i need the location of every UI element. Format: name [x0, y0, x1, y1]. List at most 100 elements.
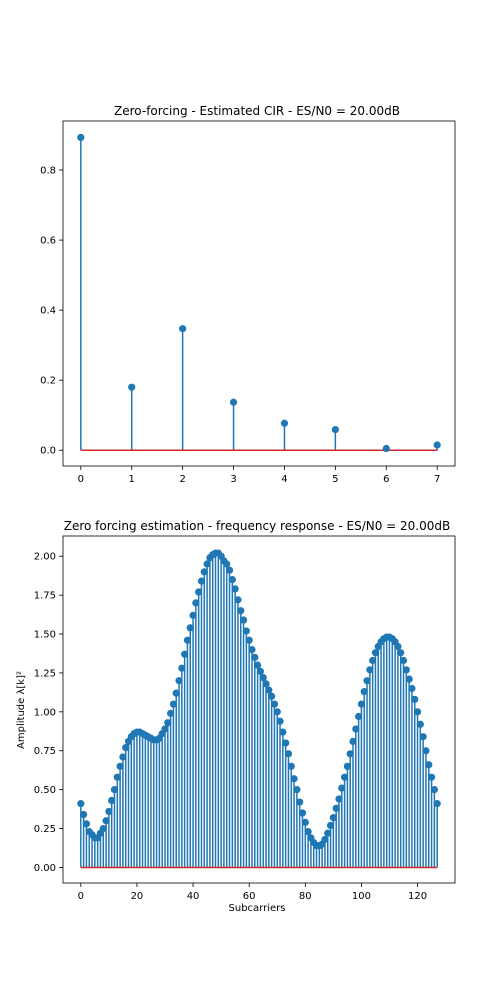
stem-marker: [253, 661, 262, 669]
x-tick-label: 80: [299, 891, 312, 902]
stem-marker: [340, 773, 349, 781]
stem-marker: [128, 383, 136, 391]
stem-marker: [119, 753, 127, 761]
stem-marker: [242, 627, 250, 635]
freq-chart-title: Zero forcing estimation - frequency resp…: [64, 519, 451, 533]
stem-marker: [113, 773, 121, 781]
stem-marker: [399, 656, 408, 665]
stem-marker: [197, 577, 206, 585]
y-tick-label: 0.0: [40, 446, 56, 457]
freq-plot-frame: [62, 535, 456, 884]
stem-marker: [105, 807, 113, 816]
stem-marker: [161, 725, 169, 733]
freq-y-axis-label: Amplitude λ[k]²: [16, 671, 27, 749]
y-tick-label: 0.75: [34, 746, 56, 757]
stem-marker: [183, 636, 192, 644]
stem-marker: [179, 325, 187, 333]
stem-marker: [110, 786, 119, 794]
x-tick-label: 20: [131, 891, 144, 902]
x-tick-label: 40: [187, 891, 200, 902]
stem-marker: [402, 666, 410, 674]
stem-marker: [273, 708, 281, 716]
stem-marker: [77, 133, 85, 142]
stem-marker: [326, 821, 335, 830]
stem-marker: [167, 709, 175, 717]
stem-marker: [371, 649, 380, 657]
stem-marker: [343, 762, 351, 770]
stem-marker: [251, 653, 259, 661]
stem-marker: [363, 677, 371, 685]
stem-marker: [231, 585, 239, 593]
stem-marker: [411, 695, 419, 703]
stem-marker: [422, 747, 430, 755]
stem-marker: [270, 700, 279, 708]
y-tick-label: 0.50: [34, 785, 56, 796]
stem-marker: [169, 700, 178, 708]
stem-marker: [416, 720, 424, 728]
x-tick-label: 0: [78, 891, 84, 902]
y-tick-label: 2.00: [34, 552, 56, 563]
stem-marker: [192, 599, 200, 607]
stem-marker: [382, 444, 390, 453]
stem-marker: [225, 566, 234, 574]
stem-marker: [366, 666, 374, 674]
stem-marker: [324, 829, 332, 837]
stem-marker: [234, 596, 242, 604]
stem-marker: [102, 817, 110, 825]
x-tick-label: 2: [179, 474, 185, 485]
frequency-response-stem-chart: Zero forcing estimation - frequency resp…: [16, 519, 456, 914]
stem-marker: [335, 795, 343, 803]
cir-plot-frame: [62, 120, 456, 467]
stem-marker: [99, 824, 107, 833]
stem-marker: [301, 818, 309, 826]
x-tick-label: 100: [352, 891, 371, 902]
stem-marker: [430, 786, 438, 794]
stem-marker: [203, 560, 211, 568]
y-tick-label: 0.6: [40, 236, 56, 247]
stem-marker: [223, 560, 231, 568]
y-tick-label: 1.00: [34, 707, 56, 718]
stem-marker: [397, 649, 405, 657]
stem-marker: [290, 775, 298, 783]
freq-x-axis-label: Subcarriers: [229, 903, 286, 914]
stem-marker: [298, 809, 307, 817]
stem-marker: [259, 674, 267, 682]
stem-marker: [408, 684, 416, 693]
x-tick-label: 6: [383, 474, 389, 485]
stem-marker: [172, 689, 180, 697]
stem-marker: [181, 650, 189, 658]
stem-marker: [186, 624, 194, 632]
stem-marker: [122, 744, 130, 752]
stem-marker: [265, 686, 273, 694]
stem-marker: [338, 784, 346, 792]
stem-marker: [296, 798, 304, 806]
stem-marker: [82, 820, 91, 828]
stem-marker: [349, 737, 357, 745]
stem-marker: [108, 796, 116, 805]
stem-marker: [293, 786, 301, 794]
stem-marker: [116, 762, 124, 770]
y-tick-label: 0.8: [40, 166, 56, 177]
stem-marker: [419, 733, 427, 741]
stem-marker: [279, 728, 287, 736]
stem-marker: [245, 636, 253, 644]
stem-marker: [256, 667, 265, 675]
stem-marker: [405, 675, 413, 683]
stem-marker: [164, 719, 172, 727]
stem-marker: [195, 588, 203, 596]
y-tick-label: 0.00: [34, 863, 56, 874]
x-tick-label: 0: [78, 474, 84, 485]
x-tick-label: 120: [408, 891, 427, 902]
stem-marker: [433, 800, 441, 808]
stem-marker: [280, 419, 289, 427]
x-tick-label: 3: [230, 474, 236, 485]
stem-marker: [237, 607, 245, 615]
y-tick-label: 1.50: [34, 630, 56, 641]
stem-marker: [332, 804, 340, 812]
stem-marker: [262, 680, 270, 688]
y-tick-label: 0.2: [40, 376, 56, 387]
stem-marker: [355, 712, 363, 721]
cir-stem-chart: Zero-forcing - Estimated CIR - ES/N0 = 2…: [40, 104, 456, 485]
x-tick-label: 60: [243, 891, 256, 902]
stem-marker: [346, 750, 354, 758]
